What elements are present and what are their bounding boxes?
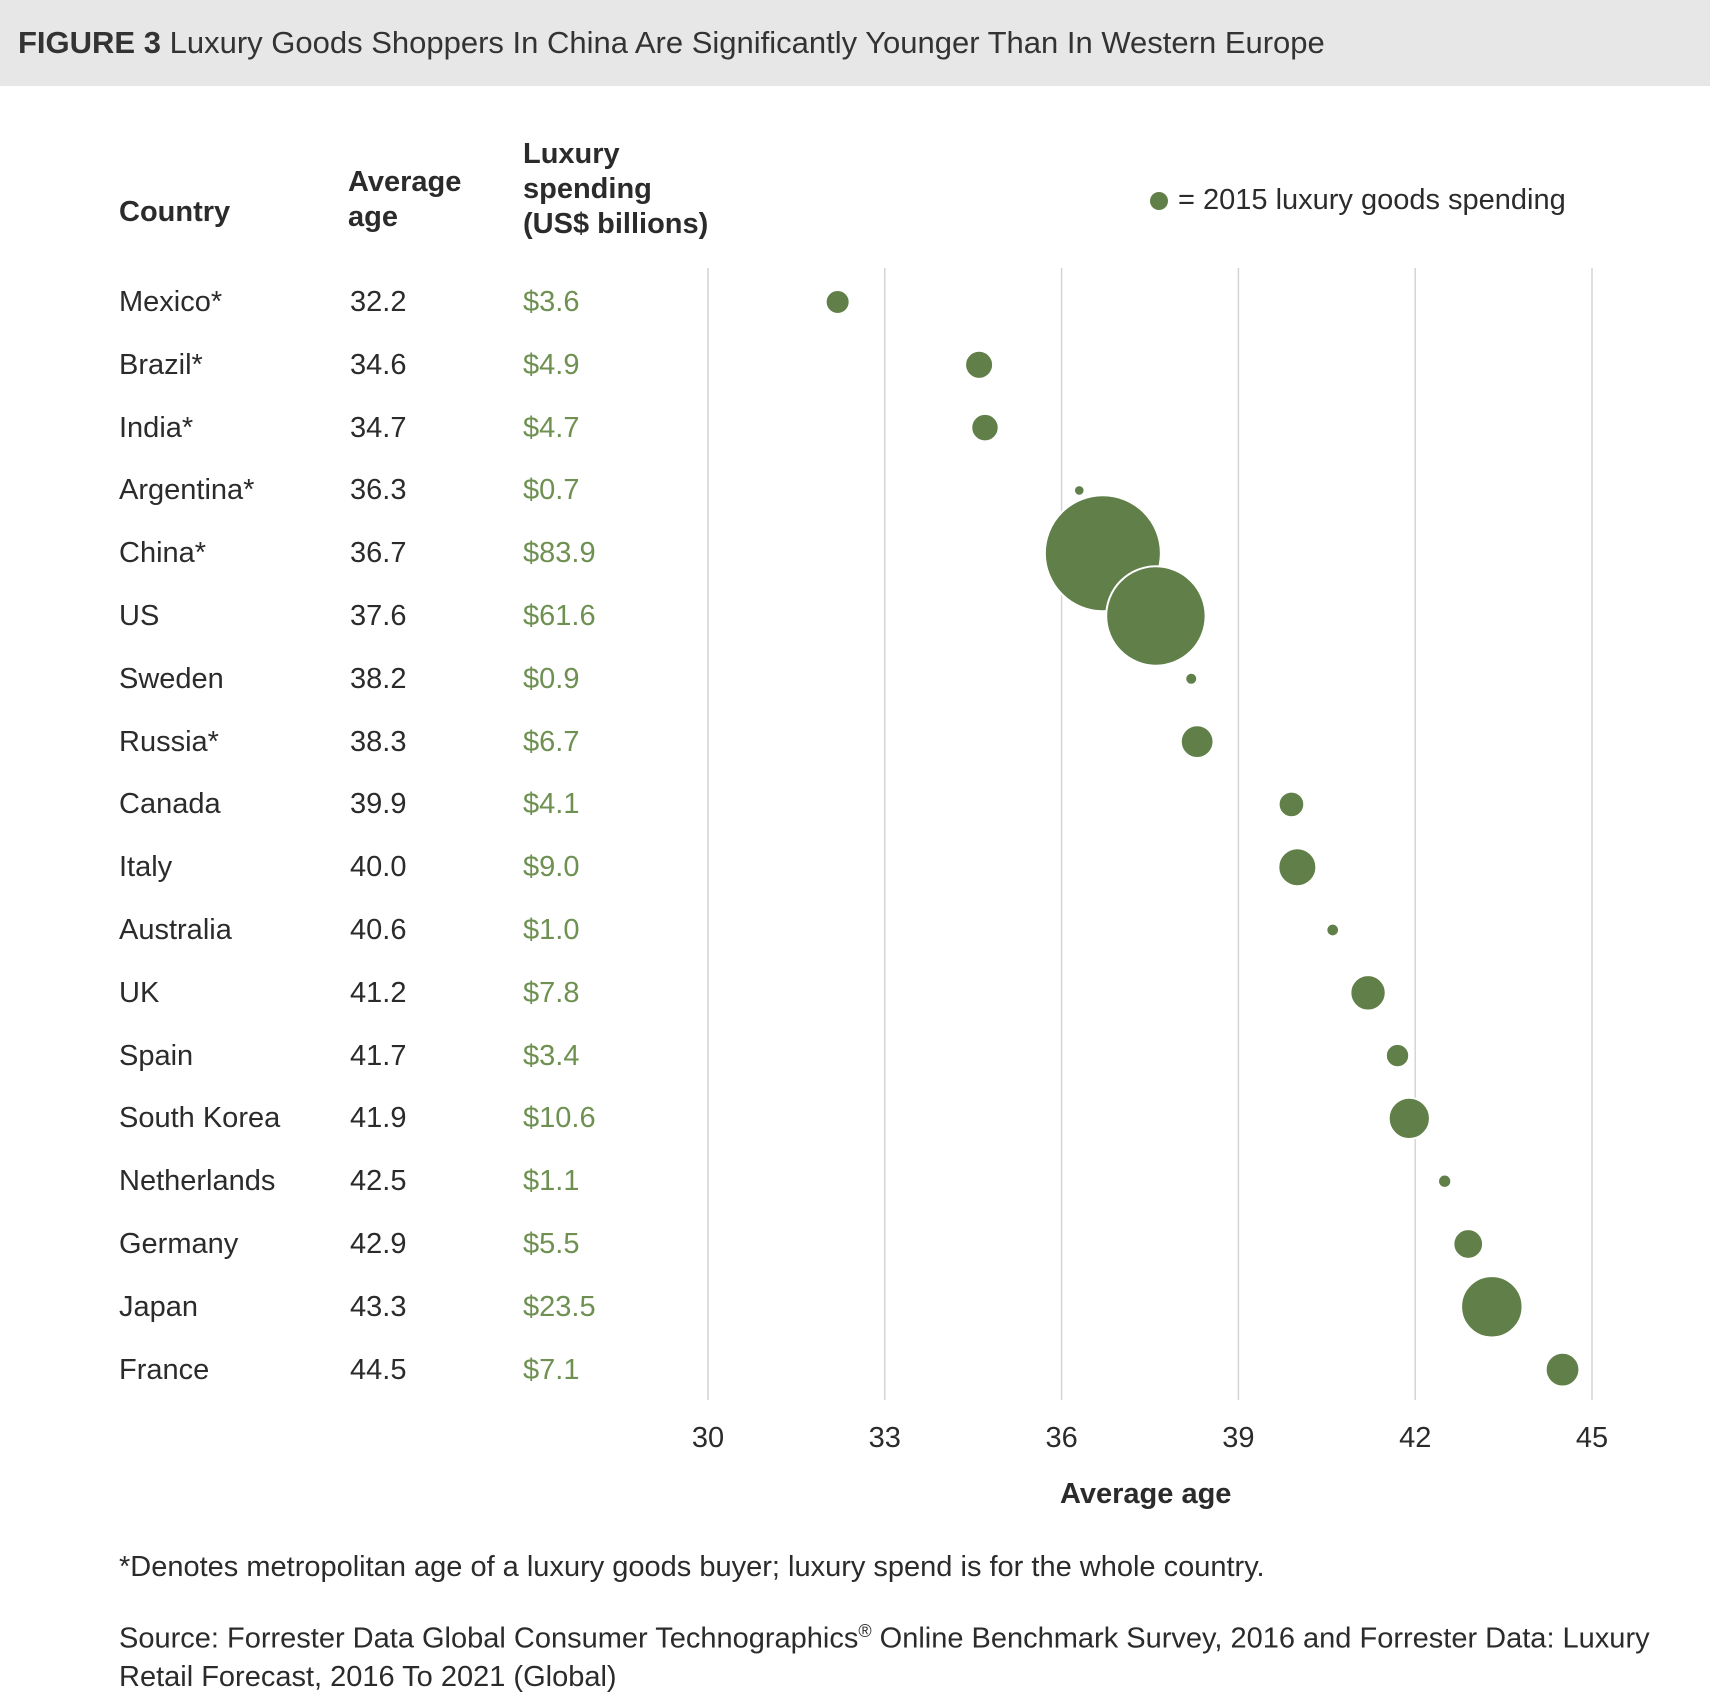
x-tick-label: 39 (1222, 1422, 1254, 1454)
row-average-age: 37.6 (350, 600, 407, 632)
row-country-label: UK (119, 976, 160, 1009)
row-luxury-spending: $7.1 (523, 1353, 580, 1386)
row-country-label: France (119, 1353, 210, 1386)
row-luxury-spending: $1.1 (523, 1165, 580, 1198)
bubble-brazil (964, 349, 995, 380)
bubble-australia (1325, 922, 1341, 938)
bubble-russia (1179, 724, 1215, 759)
x-tick-label: 42 (1399, 1422, 1431, 1454)
bubble-france (1544, 1351, 1581, 1388)
bubble-canada (1277, 790, 1306, 819)
row-country-label: Mexico* (119, 286, 223, 318)
figure-title-text: Luxury Goods Shoppers In China Are Signi… (169, 25, 1325, 60)
source-text-suffix: Online Benchmark Survey, 2016 and Forres… (119, 1622, 1650, 1693)
row-luxury-spending: $10.6 (523, 1102, 596, 1135)
row-luxury-spending: $0.7 (523, 474, 580, 507)
legend: = 2015 luxury goods spending (1150, 184, 1566, 217)
row-luxury-spending: $83.9 (523, 537, 596, 570)
x-tick-label: 45 (1576, 1422, 1608, 1454)
row-country-label: South Korea (119, 1102, 281, 1135)
bubble-india (970, 412, 1000, 443)
row-luxury-spending: $61.6 (523, 600, 596, 632)
row-average-age: 34.6 (350, 348, 407, 381)
bubble-uk (1349, 974, 1387, 1012)
row-country-label: Russia* (119, 725, 219, 758)
row-country-label: Canada (119, 788, 221, 821)
bubble-italy (1277, 847, 1318, 888)
x-axis-label: Average age (1060, 1478, 1232, 1510)
source-text-prefix: Source: Forrester Data Global Consumer T… (119, 1622, 859, 1655)
row-country-label: Italy (119, 851, 173, 884)
x-tick-label: 36 (1045, 1422, 1077, 1454)
figure-label: FIGURE 3 (18, 25, 161, 60)
bubble-mexico (824, 288, 851, 316)
row-luxury-spending: $3.6 (523, 286, 580, 318)
row-average-age: 34.7 (350, 411, 407, 444)
legend-bubble-icon (1150, 191, 1168, 210)
row-country-label: Sweden (119, 662, 224, 695)
x-tick-label: 30 (692, 1422, 724, 1454)
row-average-age: 40.0 (350, 851, 407, 884)
row-country-label: China* (119, 537, 207, 570)
row-luxury-spending: $23.5 (523, 1290, 596, 1323)
bubble-netherlands (1437, 1173, 1453, 1189)
row-luxury-spending: $3.4 (523, 1039, 580, 1072)
bubble-us (1105, 565, 1207, 667)
row-country-label: Brazil* (119, 348, 203, 381)
row-average-age: 38.3 (350, 725, 407, 758)
bubble-germany (1452, 1228, 1485, 1260)
row-average-age: 36.3 (350, 474, 407, 507)
row-luxury-spending: $4.9 (523, 348, 580, 381)
row-luxury-spending: $1.0 (523, 914, 580, 946)
column-header-luxury-spending: Luxury spending (US$ billions) (523, 138, 709, 240)
row-country-label: US (119, 600, 160, 632)
row-luxury-spending: $0.9 (523, 662, 580, 695)
row-average-age: 38.2 (350, 662, 407, 695)
row-average-age: 32.2 (350, 286, 407, 318)
row-country-label: Netherlands (119, 1165, 276, 1198)
row-country-label: Argentina* (119, 474, 255, 507)
bubble-sweden (1184, 671, 1199, 686)
row-luxury-spending: $9.0 (523, 851, 580, 884)
row-country-label: Australia (119, 914, 232, 946)
bubble-south-korea (1387, 1096, 1431, 1141)
row-average-age: 42.5 (350, 1165, 407, 1198)
row-average-age: 44.5 (350, 1353, 407, 1386)
row-average-age: 41.7 (350, 1039, 407, 1072)
column-header-average-age: Average age (348, 166, 462, 233)
registered-mark: ® (858, 1621, 872, 1641)
row-luxury-spending: $7.8 (523, 976, 580, 1009)
row-country-label: Germany (119, 1228, 239, 1260)
row-country-label: India* (119, 411, 194, 444)
row-luxury-spending: $6.7 (523, 725, 580, 758)
row-average-age: 39.9 (350, 788, 407, 821)
row-luxury-spending: $5.5 (523, 1228, 580, 1260)
row-average-age: 36.7 (350, 537, 407, 570)
row-country-label: Japan (119, 1290, 199, 1323)
source-note: Source: Forrester Data Global Consumer T… (119, 1612, 1679, 1696)
figure-title: FIGURE 3 Luxury Goods Shoppers In China … (18, 25, 1325, 61)
title-bar: FIGURE 3 Luxury Goods Shoppers In China … (0, 0, 1710, 86)
legend-text: = 2015 luxury goods spending (1178, 184, 1566, 216)
row-average-age: 43.3 (350, 1290, 407, 1323)
row-country-label: Spain (119, 1039, 194, 1072)
row-luxury-spending: $4.1 (523, 788, 580, 821)
row-average-age: 41.9 (350, 1102, 407, 1135)
bubble-japan (1460, 1275, 1524, 1339)
row-luxury-spending: $4.7 (523, 411, 580, 444)
footnote: *Denotes metropolitan age of a luxury go… (119, 1551, 1265, 1583)
row-average-age: 41.2 (350, 976, 407, 1009)
bubble-argentina (1072, 484, 1086, 497)
row-average-age: 40.6 (350, 914, 407, 946)
column-header-country: Country (119, 196, 231, 228)
bubble-spain (1384, 1042, 1411, 1069)
row-average-age: 42.9 (350, 1228, 407, 1260)
x-tick-label: 33 (869, 1422, 901, 1454)
